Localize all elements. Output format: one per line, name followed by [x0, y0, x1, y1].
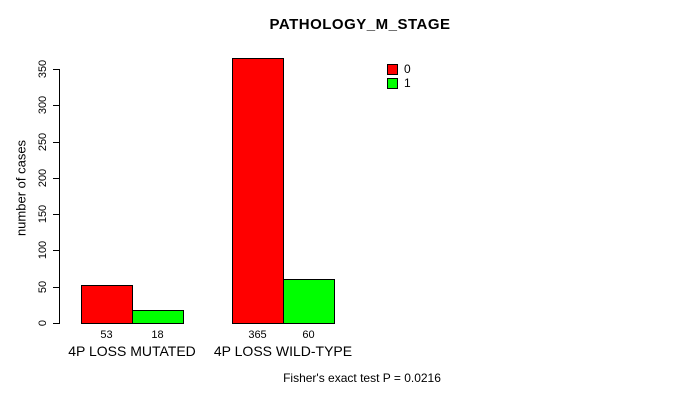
y-tick-mark — [53, 105, 59, 106]
bar-1-4p-loss-mutated — [132, 310, 184, 324]
y-tick-label: 100 — [37, 240, 49, 260]
legend-label: 1 — [404, 76, 411, 90]
y-tick-mark — [53, 214, 59, 215]
y-tick-label: 350 — [37, 59, 49, 79]
y-tick-label: 200 — [37, 168, 49, 188]
bar-1-4p-loss-wild-type — [283, 279, 335, 324]
y-tick-mark — [53, 178, 59, 179]
legend-item-1: 1 — [387, 77, 411, 89]
legend-item-0: 0 — [387, 63, 411, 75]
bar-value-label: 60 — [302, 329, 315, 341]
category-label: 4P LOSS WILD-TYPE — [213, 343, 353, 359]
y-tick-label: 50 — [37, 280, 49, 294]
annotation-text: Fisher's exact test P = 0.0216 — [283, 371, 441, 385]
y-axis-label: number of cases — [13, 139, 29, 237]
legend-swatch-icon — [387, 63, 398, 75]
y-axis-line — [59, 69, 60, 324]
y-tick-label: 0 — [37, 319, 49, 327]
bar-value-label: 365 — [248, 329, 267, 341]
y-tick-mark — [53, 250, 59, 251]
y-tick-label: 150 — [37, 204, 49, 224]
category-label: 4P LOSS MUTATED — [68, 343, 196, 359]
legend-label: 0 — [404, 62, 411, 76]
y-tick-label: 250 — [37, 132, 49, 152]
bar-0-4p-loss-wild-type — [232, 58, 284, 324]
legend-swatch-icon — [387, 77, 398, 89]
y-tick-mark — [53, 142, 59, 143]
bar-0-4p-loss-mutated — [81, 285, 133, 324]
bar-value-label: 53 — [100, 329, 113, 341]
chart-title: PATHOLOGY_M_STAGE — [269, 16, 451, 33]
y-tick-mark — [53, 323, 59, 324]
bar-value-label: 18 — [151, 329, 164, 341]
y-tick-mark — [53, 287, 59, 288]
y-tick-mark — [53, 69, 59, 70]
y-tick-label: 300 — [37, 95, 49, 115]
